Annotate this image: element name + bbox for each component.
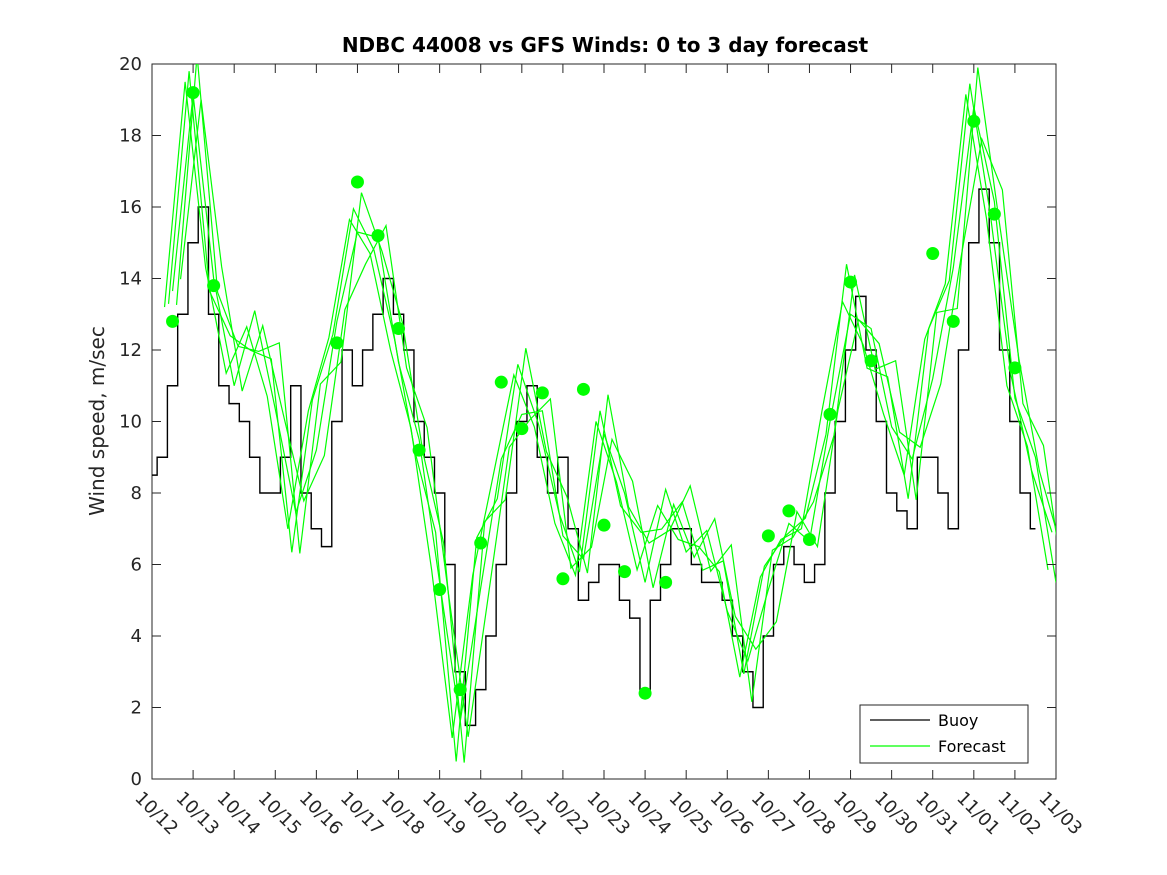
x-tick-label: 10/15 (254, 788, 306, 840)
forecast-marker (166, 314, 180, 328)
x-tick-label: 10/29 (829, 788, 881, 840)
y-tick-label: 2 (131, 698, 142, 719)
forecast-marker (330, 336, 344, 350)
x-tick-label: 10/19 (418, 788, 470, 840)
x-tick-label: 10/23 (582, 788, 634, 840)
forecast-marker (782, 504, 796, 518)
x-tick-label: 11/02 (993, 788, 1045, 840)
forecast-marker (433, 583, 447, 597)
forecast-marker (556, 572, 570, 586)
forecast-marker (926, 246, 940, 260)
y-tick-label: 12 (119, 340, 142, 361)
y-tick-label: 0 (131, 769, 142, 790)
x-tick-label: 10/17 (336, 788, 388, 840)
y-tick-label: 14 (119, 269, 142, 290)
x-tick-label: 10/13 (172, 788, 224, 840)
y-tick-label: 16 (119, 197, 142, 218)
y-tick-label: 6 (131, 555, 142, 576)
forecast-marker (186, 86, 200, 100)
forecast-marker (453, 683, 467, 697)
forecast-marker (515, 422, 529, 436)
forecast-marker (474, 536, 488, 550)
x-tick-label: 10/18 (377, 788, 429, 840)
forecast-marker (638, 686, 652, 700)
plot-area (151, 63, 1057, 780)
x-tick-label: 10/31 (911, 788, 963, 840)
legend: Buoy Forecast (859, 704, 1029, 764)
forecast-marker (597, 518, 611, 532)
forecast-marker (207, 279, 221, 293)
y-axis-label: Wind speed, m/sec (85, 326, 109, 516)
forecast-marker (1008, 361, 1022, 375)
chart-title: NDBC 44008 vs GFS Winds: 0 to 3 day fore… (342, 33, 869, 57)
forecast-marker (864, 354, 878, 368)
x-tick-label: 11/01 (952, 788, 1004, 840)
forecast-marker (967, 114, 981, 128)
forecast-marker (618, 565, 632, 579)
legend-box (859, 704, 1029, 764)
x-tick-label: 10/26 (706, 788, 758, 840)
legend-entry-buoy: Buoy (938, 711, 978, 730)
y-tick-label: 10 (119, 412, 142, 433)
x-tick-label: 10/30 (870, 788, 922, 840)
forecast-marker (392, 322, 406, 336)
y-tick-label: 18 (119, 126, 142, 147)
x-tick-label: 10/20 (459, 788, 511, 840)
series-line-buoy (152, 188, 1036, 727)
y-tick-label: 4 (131, 626, 142, 647)
x-tick-label: 10/28 (788, 788, 840, 840)
x-tick-label: 10/24 (624, 788, 676, 840)
series-line-forecast (167, 71, 1053, 762)
x-tick-label: 10/12 (130, 788, 182, 840)
plot-clip (152, 64, 1056, 763)
forecast-marker (802, 532, 816, 546)
y-tick-label: 8 (131, 483, 142, 504)
forecast-marker (659, 575, 673, 589)
forecast-marker (844, 275, 858, 289)
forecast-marker (576, 382, 590, 396)
series-line-forecast (171, 94, 1056, 722)
x-tick-label: 10/25 (665, 788, 717, 840)
forecast-marker (371, 229, 385, 243)
forecast-marker (946, 314, 960, 328)
forecast-marker (535, 386, 549, 400)
forecast-marker (350, 175, 364, 189)
x-tick-label: 10/27 (747, 788, 799, 840)
y-tick-label: 20 (119, 54, 142, 75)
legend-entry-forecast: Forecast (938, 737, 1006, 756)
x-tick-label: 10/16 (295, 788, 347, 840)
forecast-marker (412, 443, 426, 457)
x-tick-label: 10/21 (500, 788, 552, 840)
x-tick-label: 11/03 (1034, 788, 1086, 840)
forecast-marker (761, 529, 775, 543)
forecast-marker (823, 407, 837, 421)
series-line-forecast (179, 99, 1056, 737)
forecast-marker (987, 207, 1001, 221)
x-tick-label: 10/22 (541, 788, 593, 840)
series-layer (152, 64, 1056, 763)
y-axis: 0 2 4 6 8 10 12 14 16 18 20 (119, 54, 1056, 790)
forecast-marker (494, 375, 508, 389)
x-tick-label: 10/14 (213, 788, 265, 840)
series-line-forecast (163, 81, 1049, 738)
